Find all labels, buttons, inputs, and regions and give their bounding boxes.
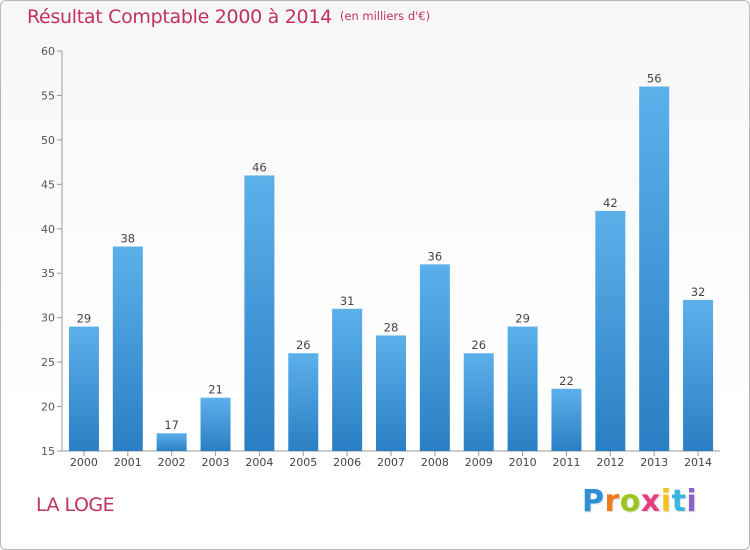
x-tick-label: 2003: [202, 456, 230, 469]
x-tick-label: 2000: [70, 456, 98, 469]
value-label: 32: [691, 285, 706, 299]
bar: [507, 326, 538, 451]
value-label: 28: [384, 320, 399, 334]
x-tick-label: 2010: [509, 456, 537, 469]
bar: [595, 211, 626, 451]
value-label: 22: [559, 374, 574, 388]
bar: [244, 175, 275, 451]
value-label: 29: [515, 312, 530, 326]
x-tick-label: 2005: [289, 456, 317, 469]
proxiti-logo: Proxiti: [582, 484, 698, 519]
value-label: 31: [340, 294, 355, 308]
value-label: 42: [603, 196, 618, 210]
value-label: 26: [471, 338, 486, 352]
value-label: 17: [164, 418, 179, 432]
x-tick-label: 2009: [465, 456, 493, 469]
title-row: Résultat Comptable 2000 à 2014 (en millie…: [27, 6, 430, 28]
bar: [639, 86, 670, 452]
value-label: 46: [252, 160, 267, 174]
y-tick-label: 40: [41, 223, 55, 236]
x-tick-label: 2013: [640, 456, 668, 469]
x-tick-label: 2008: [421, 456, 449, 469]
value-label: 26: [296, 338, 311, 352]
bar: [200, 397, 231, 451]
x-tick-label: 2007: [377, 456, 405, 469]
chart-unit: (en milliers d'€): [339, 9, 431, 23]
x-tick-label: 2002: [158, 456, 186, 469]
bar: [419, 264, 450, 451]
bar: [551, 388, 582, 451]
bar: [156, 433, 187, 451]
y-tick-label: 60: [41, 45, 55, 58]
chart-title: Résultat Comptable 2000 à 2014: [27, 6, 332, 28]
x-tick-label: 2012: [596, 456, 624, 469]
x-tick-label: 2004: [245, 456, 273, 469]
value-label: 38: [120, 232, 135, 246]
value-label: 29: [77, 312, 92, 326]
value-label: 56: [647, 72, 662, 86]
x-tick-label: 2001: [114, 456, 142, 469]
y-tick-label: 50: [41, 134, 55, 147]
y-tick-label: 35: [41, 267, 55, 280]
x-tick-label: 2006: [333, 456, 361, 469]
bar: [463, 353, 494, 451]
bar: [112, 246, 143, 451]
value-label: 36: [428, 249, 443, 263]
bar: [288, 353, 319, 451]
x-tick-label: 2011: [552, 456, 580, 469]
y-tick-label: 20: [41, 401, 55, 414]
bar: [376, 335, 406, 451]
y-tick-label: 45: [41, 178, 55, 191]
value-label: 21: [208, 383, 223, 397]
bar: [683, 299, 714, 451]
y-tick-label: 30: [41, 312, 55, 325]
axes: 15 20 25 30 35 40 45 50 55 60 2000 2001 2002 2003 2004…: [41, 45, 720, 469]
y-tick-label: 55: [41, 89, 55, 102]
x-tick-label: 2014: [684, 456, 712, 469]
y-tick-label: 15: [41, 445, 55, 458]
location-label: LA LOGE: [36, 494, 115, 516]
bar: [332, 308, 363, 451]
y-tick-label: 25: [41, 356, 55, 369]
bar: [68, 326, 99, 451]
bars: 29 38 17 21 46 26 31 28 36 26 29 22 42 56 32: [68, 72, 714, 452]
